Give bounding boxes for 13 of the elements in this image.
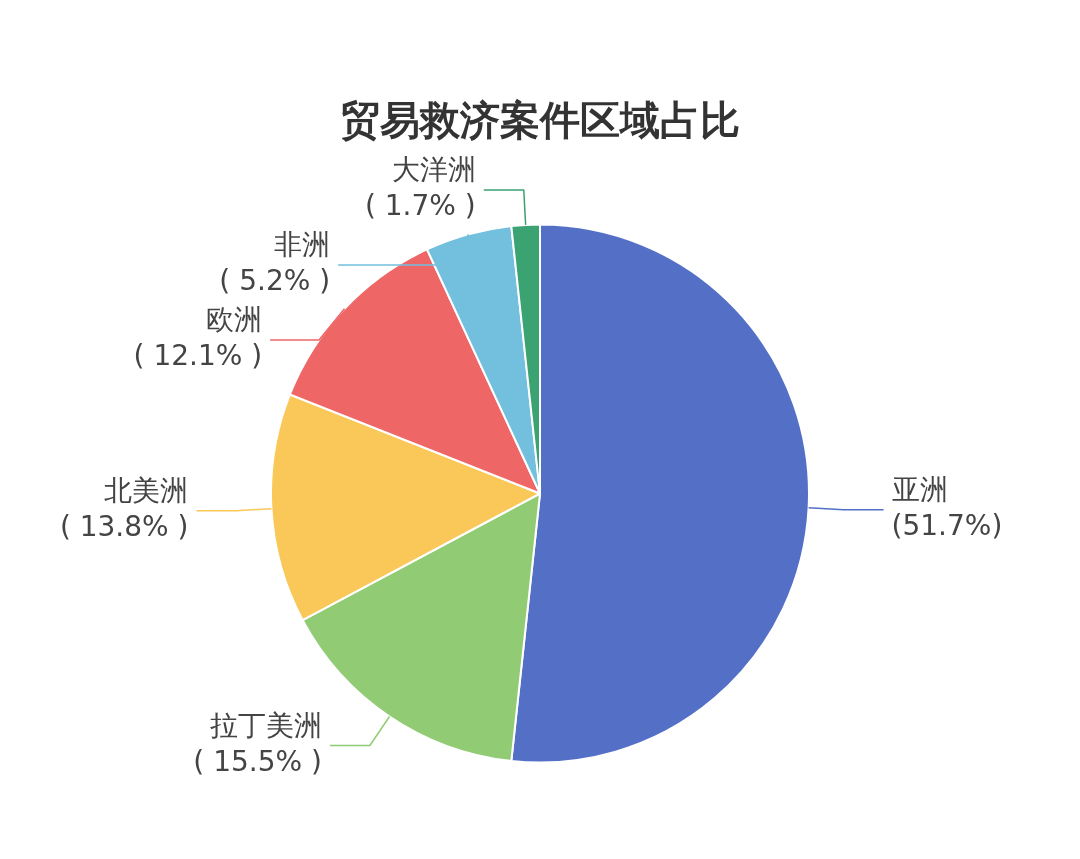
slice-label: 北美洲 (104, 473, 189, 507)
slice-label: 亚洲 (891, 473, 948, 507)
slice-label: 拉丁美洲 (209, 708, 322, 742)
chart-title: 贸易救济案件区域占比 (340, 97, 740, 144)
data-label: ( 15.5% ) (193, 744, 322, 778)
slice-label: 非洲 (274, 228, 331, 262)
data-label: ( 13.8% ) (59, 509, 189, 543)
data-label: ( 5.2% ) (219, 264, 331, 298)
slice-label: 欧洲 (206, 303, 263, 337)
data-label: ( 1.7% ) (364, 189, 476, 223)
data-label: ( 12.1% ) (133, 339, 263, 373)
data-label: (51.7%) (891, 509, 1003, 543)
slice-label: 大洋洲 (391, 153, 476, 187)
